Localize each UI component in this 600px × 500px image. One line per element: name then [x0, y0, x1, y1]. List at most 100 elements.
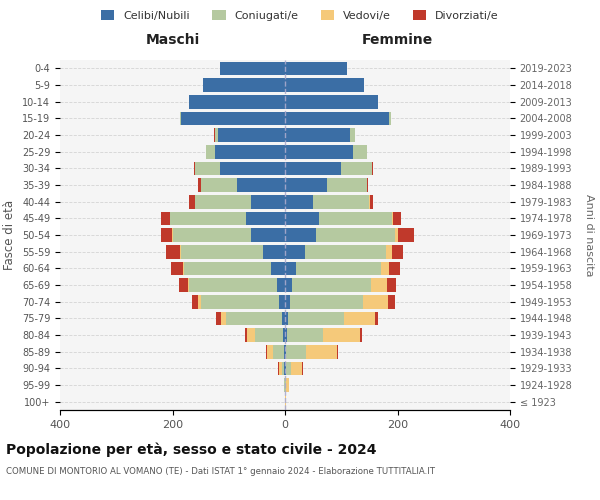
Bar [215, 145, 285, 158]
Bar [170, 212, 245, 225]
Bar [291, 362, 302, 375]
Bar [285, 345, 286, 358]
Bar [285, 295, 290, 308]
Bar [370, 195, 373, 208]
Bar [263, 245, 285, 258]
Bar [286, 345, 306, 358]
Bar [306, 345, 337, 358]
Bar [337, 345, 338, 358]
Bar [292, 278, 371, 292]
Bar [215, 128, 218, 142]
Bar [287, 328, 323, 342]
Bar [344, 312, 375, 325]
Bar [367, 178, 368, 192]
Bar [313, 195, 370, 208]
Bar [362, 295, 388, 308]
Bar [226, 312, 282, 325]
Bar [285, 145, 353, 158]
Bar [266, 345, 267, 358]
Bar [341, 162, 372, 175]
Bar [195, 195, 251, 208]
Bar [285, 262, 296, 275]
Bar [284, 345, 285, 358]
Bar [279, 362, 281, 375]
Bar [206, 145, 215, 158]
Bar [285, 62, 347, 75]
Bar [218, 128, 285, 142]
Bar [282, 312, 285, 325]
Bar [353, 145, 367, 158]
Bar [267, 345, 272, 358]
Bar [190, 278, 277, 292]
Y-axis label: Anni di nascita: Anni di nascita [584, 194, 594, 276]
Bar [200, 295, 280, 308]
Bar [323, 328, 360, 342]
Bar [319, 212, 392, 225]
Bar [245, 328, 247, 342]
Bar [271, 262, 285, 275]
Bar [281, 362, 284, 375]
Bar [283, 328, 285, 342]
Bar [190, 195, 195, 208]
Bar [285, 95, 378, 108]
Bar [173, 228, 251, 242]
Bar [277, 278, 285, 292]
Bar [251, 228, 285, 242]
Bar [220, 62, 285, 75]
Bar [251, 195, 285, 208]
Bar [172, 262, 182, 275]
Bar [184, 262, 271, 275]
Bar [380, 262, 389, 275]
Bar [272, 345, 284, 358]
Bar [255, 328, 283, 342]
Y-axis label: Fasce di età: Fasce di età [4, 200, 16, 270]
Bar [296, 262, 380, 275]
Bar [285, 378, 286, 392]
Bar [220, 162, 285, 175]
Bar [161, 228, 172, 242]
Bar [198, 295, 200, 308]
Bar [285, 178, 327, 192]
Bar [360, 328, 361, 342]
Bar [389, 112, 391, 125]
Bar [166, 245, 181, 258]
Bar [389, 262, 400, 275]
Bar [221, 312, 226, 325]
Bar [285, 312, 288, 325]
Bar [285, 212, 319, 225]
Legend: Celibi/Nubili, Coniugati/e, Vedovi/e, Divorziati/e: Celibi/Nubili, Coniugati/e, Vedovi/e, Di… [97, 6, 503, 25]
Bar [393, 212, 401, 225]
Bar [200, 178, 237, 192]
Bar [285, 245, 305, 258]
Bar [398, 228, 415, 242]
Text: Femmine: Femmine [362, 32, 433, 46]
Text: Maschi: Maschi [145, 32, 200, 46]
Bar [198, 178, 200, 192]
Bar [388, 295, 395, 308]
Bar [286, 362, 291, 375]
Bar [286, 378, 289, 392]
Bar [350, 128, 355, 142]
Bar [245, 212, 285, 225]
Bar [285, 112, 389, 125]
Bar [392, 245, 403, 258]
Text: Popolazione per età, sesso e stato civile - 2024: Popolazione per età, sesso e stato civil… [6, 442, 377, 457]
Bar [290, 295, 362, 308]
Bar [179, 278, 188, 292]
Bar [372, 162, 373, 175]
Bar [288, 312, 344, 325]
Bar [285, 195, 313, 208]
Bar [395, 228, 398, 242]
Bar [285, 78, 364, 92]
Text: COMUNE DI MONTORIO AL VOMANO (TE) - Dati ISTAT 1° gennaio 2024 - Elaborazione TU: COMUNE DI MONTORIO AL VOMANO (TE) - Dati… [6, 468, 435, 476]
Bar [247, 328, 255, 342]
Bar [375, 312, 378, 325]
Bar [195, 162, 220, 175]
Bar [392, 212, 393, 225]
Bar [371, 278, 388, 292]
Bar [386, 245, 392, 258]
Bar [181, 245, 263, 258]
Bar [285, 278, 292, 292]
Bar [190, 95, 285, 108]
Bar [285, 328, 287, 342]
